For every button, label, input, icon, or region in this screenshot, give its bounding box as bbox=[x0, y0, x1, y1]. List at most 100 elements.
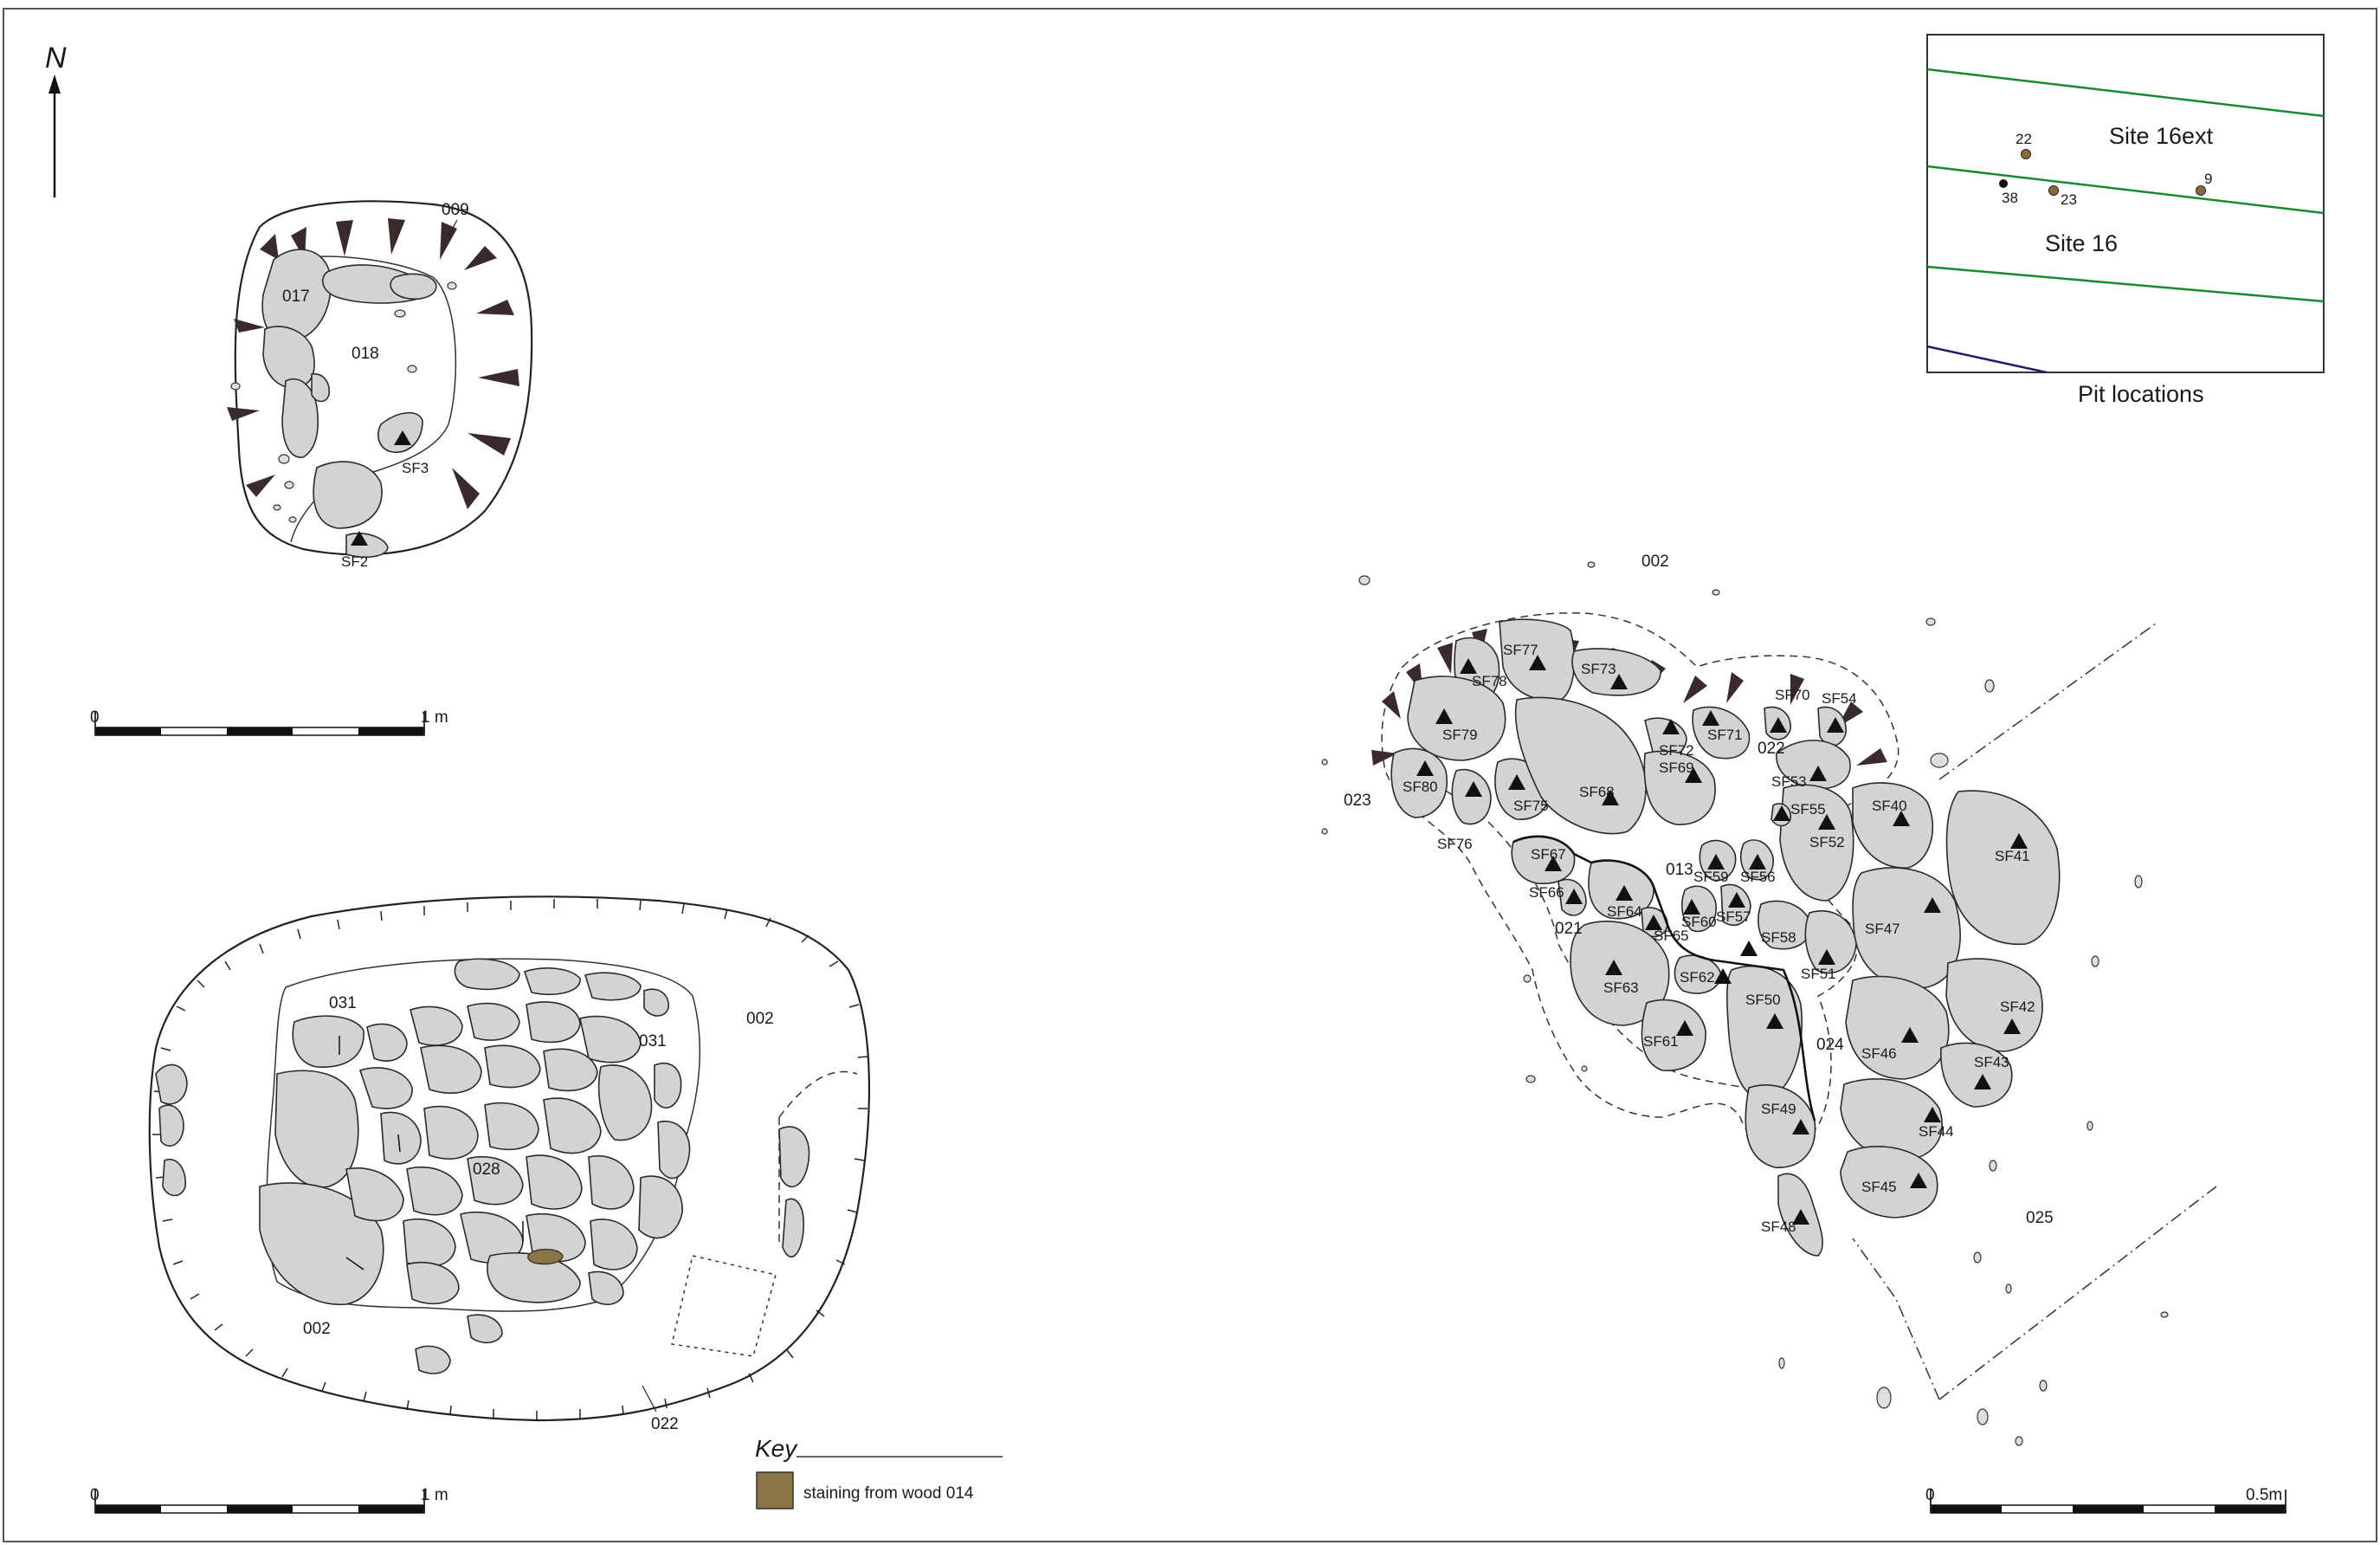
stone bbox=[590, 1219, 638, 1270]
stone bbox=[1451, 768, 1492, 825]
find-marker bbox=[1770, 717, 1787, 733]
stone bbox=[406, 1261, 460, 1305]
context-label: 031 bbox=[639, 1032, 667, 1050]
find-marker bbox=[1901, 1027, 1919, 1043]
north-arrow: N bbox=[45, 42, 67, 197]
context-label: 031 bbox=[329, 994, 357, 1012]
find-marker bbox=[1827, 717, 1844, 733]
hachure bbox=[1790, 674, 1804, 705]
pebble bbox=[2005, 1283, 2012, 1294]
find-marker bbox=[1616, 885, 1633, 901]
pebble bbox=[2134, 875, 2143, 889]
sf-label: SF70 bbox=[1775, 687, 1810, 703]
figure-frame bbox=[3, 8, 2377, 1542]
find-marker bbox=[1893, 811, 1910, 826]
pit-label: 9 bbox=[2204, 171, 2212, 187]
scale-bar-bottom-left: 0 1 m bbox=[90, 1486, 448, 1514]
sf-label: SF69 bbox=[1659, 760, 1694, 776]
stone bbox=[588, 1270, 624, 1305]
stone bbox=[484, 1102, 539, 1151]
stone-sf41 bbox=[1945, 790, 2061, 946]
pit-label: 23 bbox=[2061, 191, 2077, 208]
other-boundary-line bbox=[1926, 345, 2048, 374]
find-marker bbox=[1416, 760, 1434, 776]
context-label: 025 bbox=[2026, 1209, 2054, 1227]
stone-sf52 bbox=[1779, 784, 1854, 902]
site-boundary-line bbox=[1926, 165, 2325, 215]
sf-label: SF3 bbox=[402, 460, 429, 476]
stone bbox=[281, 378, 319, 458]
pit-marker-38 bbox=[1999, 179, 2008, 188]
stone bbox=[380, 1111, 422, 1165]
stone bbox=[420, 1044, 482, 1094]
stone-sf79 bbox=[1407, 676, 1506, 761]
hachure bbox=[336, 220, 353, 256]
pebble bbox=[1989, 1160, 1997, 1172]
find-marker bbox=[1809, 766, 1827, 781]
find-marker bbox=[1818, 814, 1835, 830]
hachure bbox=[468, 433, 511, 456]
find-marker bbox=[1728, 892, 1745, 908]
sf-label: SF57 bbox=[1716, 908, 1751, 925]
hachure bbox=[1856, 748, 1887, 766]
stone bbox=[782, 1198, 804, 1258]
stone bbox=[390, 273, 437, 300]
hachure bbox=[1683, 676, 1707, 703]
pebble bbox=[2160, 1311, 2169, 1318]
find-marker bbox=[1924, 897, 1941, 913]
context-label: 023 bbox=[1344, 792, 1371, 810]
find-marker bbox=[1610, 674, 1628, 689]
excavation-limit bbox=[1852, 623, 2217, 1400]
context-label: 018 bbox=[352, 345, 379, 363]
inner-edge-dashed bbox=[1393, 753, 1758, 1092]
scale-bar-top: 0 1 m bbox=[90, 708, 448, 736]
find-marker bbox=[1974, 1074, 1991, 1089]
stone bbox=[584, 972, 642, 1001]
leader-line bbox=[642, 1385, 657, 1412]
pit-cut-outline bbox=[148, 895, 871, 1422]
sf-label: SF55 bbox=[1790, 801, 1826, 818]
context-label: 021 bbox=[1555, 920, 1583, 938]
sf-label: SF56 bbox=[1740, 869, 1776, 885]
sf-label: SF72 bbox=[1659, 742, 1694, 759]
sf-label: SF66 bbox=[1529, 884, 1564, 901]
sf-label: SF76 bbox=[1437, 836, 1473, 852]
pit-cut-dashed bbox=[1381, 612, 1899, 1150]
stone bbox=[423, 1105, 479, 1160]
find-marker bbox=[2010, 833, 2028, 849]
stone bbox=[543, 1048, 598, 1092]
stone bbox=[526, 1001, 581, 1044]
pebble bbox=[1876, 1387, 1892, 1409]
plan-top-left: 009 017 018 SF3 SF2 bbox=[227, 200, 533, 570]
scale-start: 0 bbox=[90, 708, 100, 727]
sondage-outline bbox=[671, 1255, 777, 1357]
context-label: 022 bbox=[1758, 740, 1785, 758]
sf-label: SF58 bbox=[1761, 929, 1796, 946]
north-label: N bbox=[45, 42, 67, 74]
orientation-arrow bbox=[345, 1257, 364, 1270]
stone-sf45 bbox=[1840, 1146, 1938, 1219]
stone-sf51 bbox=[1804, 909, 1857, 974]
find-marker bbox=[1818, 949, 1835, 965]
context-label: 017 bbox=[282, 288, 310, 306]
sf-label: SF51 bbox=[1801, 966, 1836, 982]
sf-label: SF68 bbox=[1579, 784, 1615, 800]
find-marker bbox=[1508, 774, 1525, 790]
stone bbox=[410, 1005, 463, 1046]
sf-label: SF77 bbox=[1503, 642, 1538, 658]
sf-label: SF80 bbox=[1403, 779, 1438, 795]
find-marker bbox=[1924, 1107, 1941, 1122]
stone bbox=[778, 1126, 810, 1188]
find-marker bbox=[1749, 854, 1766, 869]
find-marker bbox=[1565, 889, 1583, 904]
scale-end: 0.5m bbox=[2246, 1486, 2282, 1504]
context-label: 028 bbox=[473, 1160, 500, 1179]
pebble bbox=[288, 516, 297, 523]
pebble bbox=[1925, 617, 1936, 626]
stone-sf43 bbox=[1940, 1042, 2013, 1108]
find-marker bbox=[1766, 1013, 1783, 1029]
hachure bbox=[464, 246, 497, 270]
stone-sf61 bbox=[1641, 999, 1706, 1071]
pebble bbox=[1930, 753, 1949, 768]
sf-label: SF44 bbox=[1919, 1123, 1954, 1140]
